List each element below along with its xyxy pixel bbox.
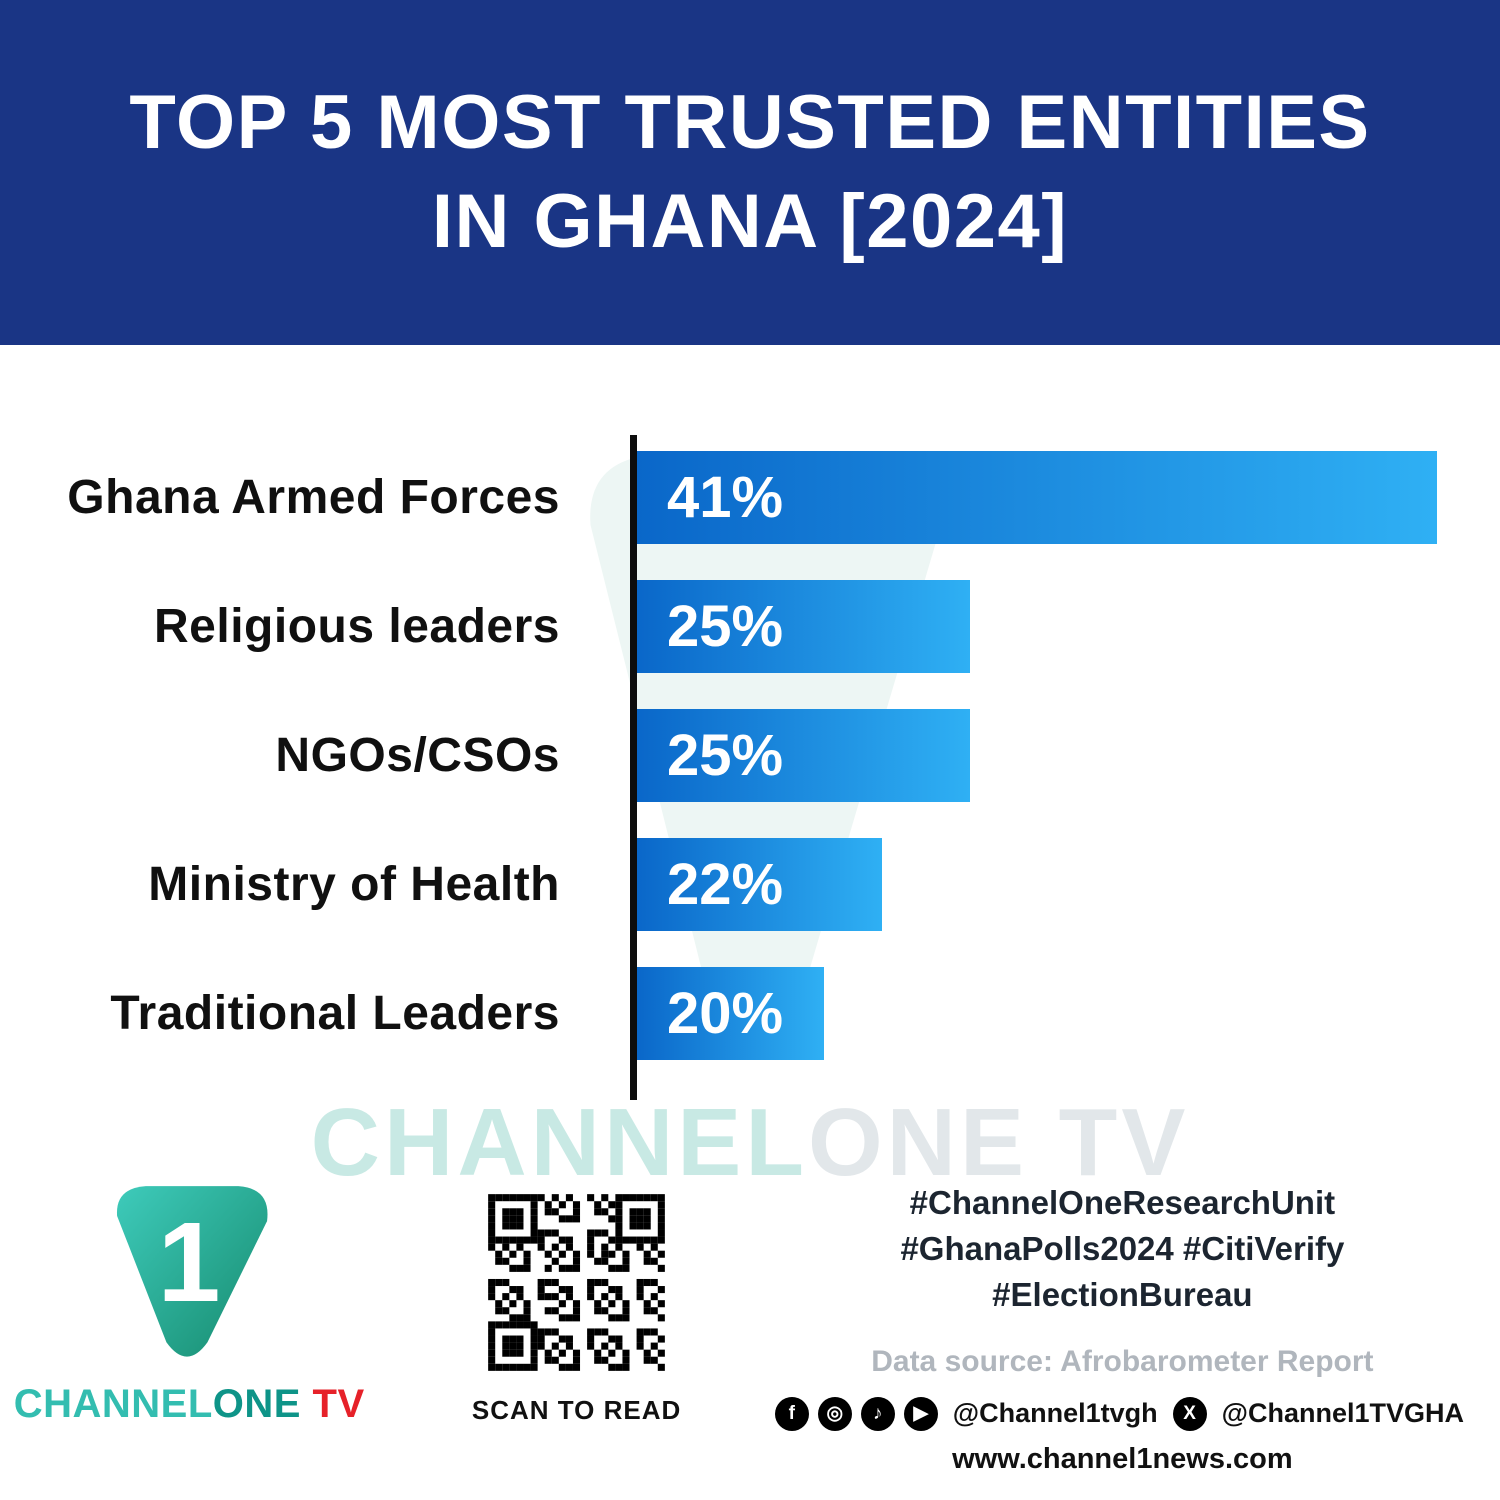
page-title-line1: TOP 5 MOST TRUSTED ENTITIES [129, 79, 1371, 165]
value-bar: 22% [637, 838, 882, 931]
qr-block: SCAN TO READ [378, 1180, 774, 1426]
value-label: 25% [667, 594, 784, 659]
social-handle-2[interactable]: @Channel1TVGHA [1221, 1398, 1464, 1429]
chart-row: NGOs/CSOs 25% [0, 709, 1500, 802]
chart-axis-line [630, 435, 637, 1100]
value-label: 25% [667, 723, 784, 788]
page-title-line2: IN GHANA [2024] [431, 178, 1069, 264]
value-label: 41% [667, 465, 784, 530]
hashtags-line3: #ElectionBureau [992, 1276, 1253, 1314]
brand-wordmark: CHANNELONE TV [14, 1382, 365, 1427]
website-link[interactable]: www.channel1news.com [952, 1442, 1293, 1475]
page-title: TOP 5 MOST TRUSTED ENTITIES IN GHANA [20… [129, 74, 1370, 272]
chart-rows: Ghana Armed Forces 41% Religious leaders 25… [0, 443, 1500, 1060]
category-label: Religious leaders [154, 600, 560, 653]
youtube-icon[interactable]: ▶ [903, 1396, 938, 1431]
chart-row: Ghana Armed Forces 41% [0, 451, 1500, 544]
instagram-icon[interactable]: ◎ [817, 1396, 852, 1431]
wordmark-one: ONE [212, 1382, 301, 1426]
social-row: f ◎ ♪ ▶ @Channel1tvgh X @Channel1TVGHA [774, 1396, 1470, 1431]
value-bar: 41% [637, 451, 1437, 544]
header: TOP 5 MOST TRUSTED ENTITIES IN GHANA [20… [0, 0, 1500, 345]
value-bar: 20% [637, 967, 824, 1060]
facebook-icon[interactable]: f [774, 1396, 809, 1431]
value-label: 20% [667, 981, 784, 1046]
category-label: Ministry of Health [148, 858, 560, 911]
category-label: Traditional Leaders [110, 987, 560, 1040]
channel-one-logo-icon: 1 [117, 1186, 268, 1357]
category-label: NGOs/CSOs [275, 729, 560, 782]
chart-row: Ministry of Health 22% [0, 838, 1500, 931]
value-bar: 25% [637, 580, 970, 673]
hashtags-line1: #ChannelOneResearchUnit [909, 1184, 1336, 1221]
value-label: 22% [667, 852, 784, 917]
qr-code-icon [474, 1180, 680, 1385]
chart-row: Religious leaders 25% [0, 580, 1500, 673]
bar-chart: Ghana Armed Forces 41% Religious leaders 25… [0, 435, 1500, 1100]
x-twitter-icon[interactable]: X [1172, 1396, 1207, 1431]
qr-caption: SCAN TO READ [471, 1395, 682, 1425]
logo-numeral: 1 [158, 1199, 221, 1325]
wordmark-tv: TV [300, 1382, 365, 1426]
tiktok-icon[interactable]: ♪ [860, 1396, 895, 1431]
social-handle-1[interactable]: @Channel1tvgh [952, 1398, 1158, 1429]
wordmark-channel: CHANNEL [13, 1382, 213, 1426]
watermark-part1: CHANNEL [310, 1089, 808, 1196]
watermark-text: CHANNELONE TV [0, 1088, 1500, 1198]
footer-text-block: #ChannelOneResearchUnit #GhanaPolls2024 … [774, 1180, 1500, 1476]
footer: 1 CHANNELONE TV SCAN TO READ #ChannelOne… [0, 1180, 1500, 1476]
hashtags: #ChannelOneResearchUnit #GhanaPolls2024 … [900, 1180, 1344, 1319]
value-bar: 25% [637, 709, 970, 802]
data-source-label: Data source: Afrobarometer Report [871, 1344, 1374, 1378]
chart-row: Traditional Leaders 20% [0, 967, 1500, 1060]
watermark-part2: ONE TV [807, 1089, 1190, 1196]
hashtags-line2: #GhanaPolls2024 #CitiVerify [900, 1230, 1345, 1268]
brand-logo-block: 1 CHANNELONE TV [0, 1180, 378, 1427]
category-label: Ghana Armed Forces [67, 471, 560, 524]
